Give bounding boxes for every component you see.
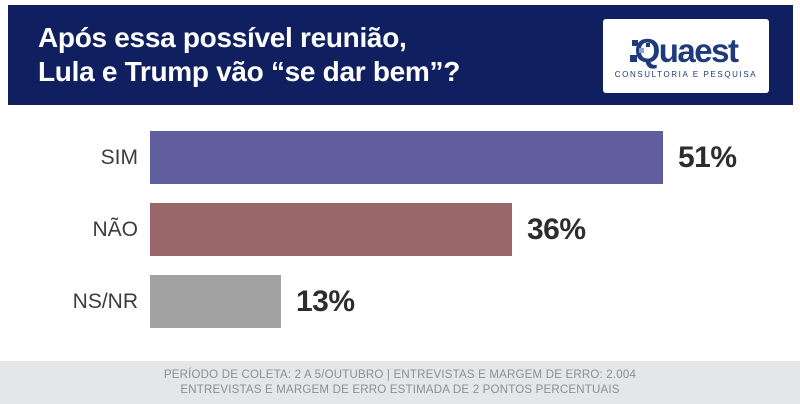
value-label-sim: 51% [678, 140, 737, 174]
value-label-nao: 36% [527, 212, 586, 246]
chart-row-nao: NÃO 36% [0, 203, 800, 256]
chart-row-ns-nr: NS/NR 13% [0, 275, 800, 328]
poll-question-line1: Após essa possível reunião, [38, 22, 407, 53]
category-label-ns-nr: NS/NR [72, 289, 138, 313]
header-banner: Após essa possível reunião, Lula e Trump… [8, 5, 793, 105]
category-label-sim: SIM [100, 145, 138, 169]
logo-tagline: CONSULTORIA E PESQUISA [614, 69, 758, 79]
quaest-logo: Quaest CONSULTORIA E PESQUISA [603, 19, 769, 93]
logo-pixel-icon [645, 42, 650, 47]
value-label-ns-nr: 13% [296, 284, 355, 318]
footer-note: PERÍODO DE COLETA: 2 A 5/OUTUBRO | ENTRE… [0, 361, 800, 404]
bar-nao [150, 203, 512, 256]
bar-sim [150, 131, 663, 184]
horizontal-bar-chart: SIM 51% NÃO 36% NS/NR 13% [0, 131, 800, 347]
poll-question-title: Após essa possível reunião, Lula e Trump… [8, 21, 460, 89]
quaest-wordmark: Quaest [629, 31, 739, 69]
footer-line1: PERÍODO DE COLETA: 2 A 5/OUTUBRO | ENTRE… [163, 369, 637, 381]
logo-brand-text: Quaest [634, 31, 739, 69]
footer-line2: ENTREVISTAS E MARGEM DE ERRO ESTIMADA DE… [180, 384, 620, 396]
poll-question-line2: Lula e Trump vão “se dar bem”? [38, 56, 461, 87]
logo-pixel-icon [638, 47, 644, 53]
category-label-nao: NÃO [92, 217, 138, 241]
logo-pixel-icon [629, 54, 637, 62]
bar-ns-nr [150, 275, 281, 328]
chart-row-sim: SIM 51% [0, 131, 800, 184]
logo-pixel-icon [631, 39, 638, 46]
